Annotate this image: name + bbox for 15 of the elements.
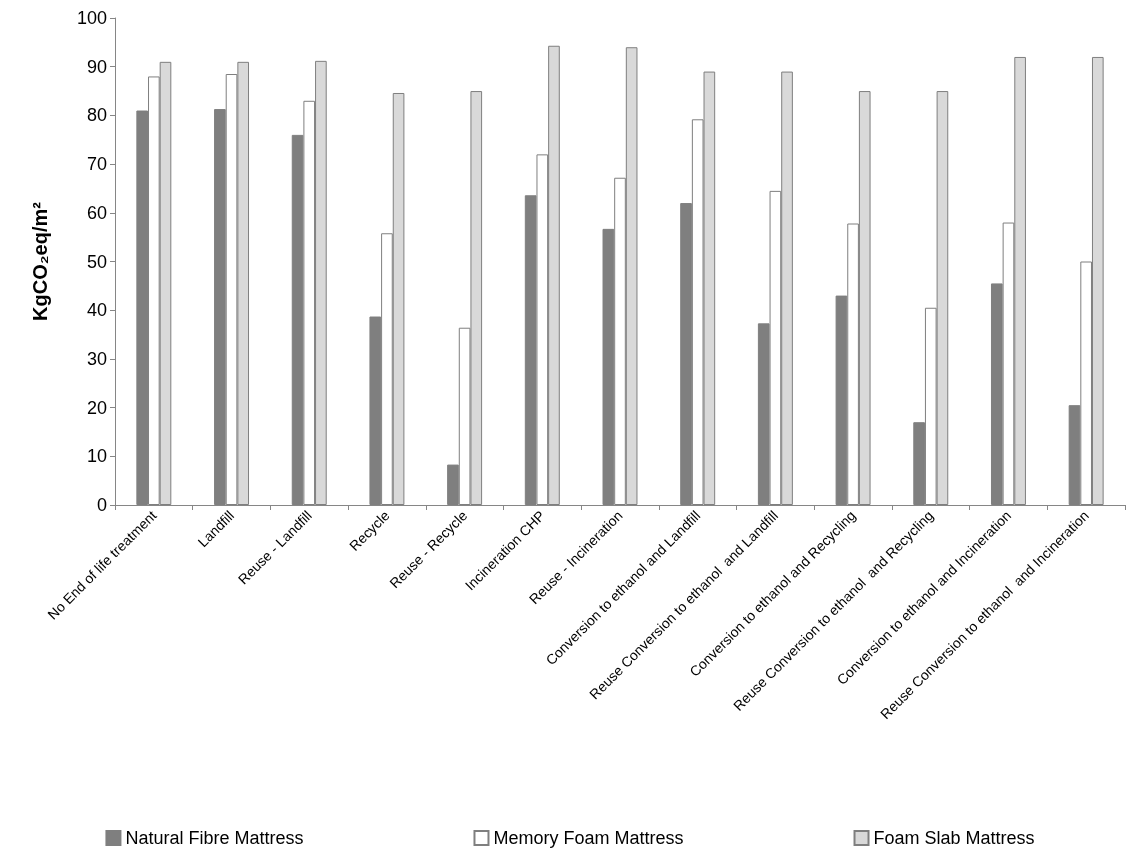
y-tick-label: 20 [86,397,107,418]
y-tick-label: 10 [86,446,107,467]
legend-label: Natural Fibre Mattress [125,828,304,848]
y-tick-label: 60 [86,202,107,223]
y-tick-label: 50 [86,251,107,272]
y-tick-label: 90 [86,56,107,77]
y-tick-label: 70 [86,154,107,175]
y-axis-title: KgCO₂eq/m² [29,201,51,321]
legend-label: Foam Slab Mattress [873,828,1035,848]
y-tick-label: 100 [76,8,107,28]
y-tick-label: 80 [86,105,107,126]
y-tick-label: 30 [86,348,107,369]
legend-label: Memory Foam Mattress [493,828,684,848]
y-tick-label: 0 [96,495,107,515]
y-tick-label: 40 [86,300,107,321]
